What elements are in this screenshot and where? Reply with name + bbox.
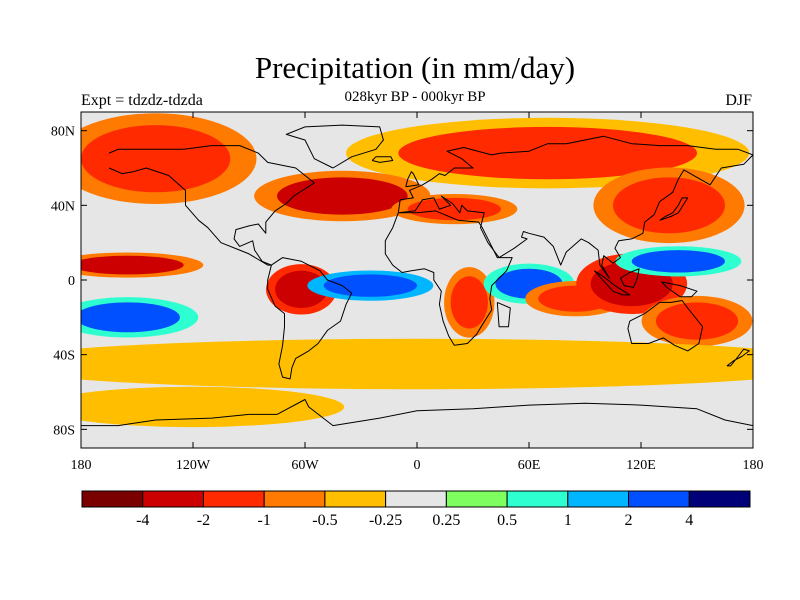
anomaly-region-west-pacific-wetting — [631, 250, 725, 273]
y-tick-label: 0 — [68, 274, 75, 289]
coastline — [384, 210, 513, 346]
anomaly-region-north-atlantic-pacific-drying — [81, 125, 231, 193]
colorbar-swatch — [81, 490, 144, 508]
experiment-label: Expt = tdzdz-tdzda — [81, 92, 203, 109]
colorbar-swatch — [385, 490, 447, 508]
coastline — [81, 399, 753, 427]
colorbar-label: -1 — [258, 512, 271, 529]
colorbar-swatch — [324, 490, 387, 508]
y-axis: 80N 40N 0 40S 80S — [51, 125, 753, 438]
colorbar-label: -0.5 — [312, 512, 337, 529]
coastline — [627, 300, 704, 352]
coastline — [659, 197, 689, 221]
coastline — [620, 268, 640, 288]
y-tick-label: 40N — [51, 199, 75, 214]
colorbar-swatch — [567, 490, 630, 508]
coastline — [496, 301, 511, 328]
colorbar-swatch — [202, 490, 265, 508]
colorbar-label: 2 — [625, 512, 633, 529]
y-tick-label: 80S — [53, 423, 75, 438]
coastline — [371, 156, 394, 163]
x-tick-label: 180 — [743, 458, 764, 473]
x-tick-label: 60E — [518, 458, 541, 473]
y-tick-label: 40S — [53, 349, 75, 364]
chart-subtitle: 028kyr BP - 000kyr BP — [344, 89, 486, 105]
coastline — [405, 171, 420, 188]
anomaly-region-east-asia-drying — [613, 177, 725, 234]
anomaly-region-atlantic-itcz-wetting — [323, 274, 418, 297]
anomaly-region-mediterranean-drying — [407, 197, 502, 221]
colorbar-label: 0.25 — [432, 512, 460, 529]
x-tick-label: 120W — [176, 458, 211, 473]
coastline — [726, 348, 750, 367]
anomaly-region-south-pacific-wetting — [81, 302, 180, 333]
coastline — [285, 124, 384, 169]
anomaly-region-southern-ocean-drying — [99, 345, 735, 383]
anomaly-region-central-pacific-itcz — [81, 255, 184, 275]
coastline — [267, 257, 353, 380]
x-tick-label: 0 — [414, 458, 421, 473]
colorbar-swatch — [506, 490, 569, 508]
coastline — [593, 270, 631, 296]
colorbar-swatch — [688, 490, 751, 508]
colorbar-label: -0.25 — [369, 512, 402, 529]
x-tick-label: 60W — [291, 458, 319, 473]
chart-title: Precipitation (in mm/day) — [254, 50, 576, 85]
y-tick-label: 80N — [51, 125, 75, 140]
colorbar-swatch — [445, 490, 508, 508]
coastline — [108, 145, 315, 266]
anomaly-region-south-pacific-convergence-drying — [655, 302, 739, 340]
season-label: DJF — [725, 92, 752, 109]
colorbar-label: 1 — [564, 512, 572, 529]
coastlines — [81, 124, 753, 427]
colorbar-label: -2 — [197, 512, 210, 529]
anomaly-region-north-atlantic-storm-track — [277, 177, 408, 215]
x-axis: 180 120W 60W 0 60E 120E 180 — [71, 112, 764, 473]
x-tick-label: 120E — [626, 458, 656, 473]
x-tick-label: 180 — [71, 458, 92, 473]
coastline — [397, 135, 753, 279]
colorbar: -4 -2 -1 -0.5 -0.25 0.25 0.5 1 2 4 — [81, 490, 751, 529]
coastline — [661, 281, 698, 298]
anomaly-region-antarctic-margin-drying — [81, 392, 305, 422]
colorbar-swatch — [628, 490, 690, 508]
colorbar-label: 0.5 — [497, 512, 517, 529]
anomaly-region-eurasia-north-drying — [398, 126, 697, 180]
colorbar-swatch — [142, 490, 204, 508]
anomaly-region-africa-drying — [450, 276, 488, 329]
colorbar-swatch — [263, 490, 326, 508]
colorbar-label: -4 — [136, 512, 149, 529]
colorbar-label: 4 — [685, 512, 693, 529]
anomaly-field — [81, 113, 753, 428]
